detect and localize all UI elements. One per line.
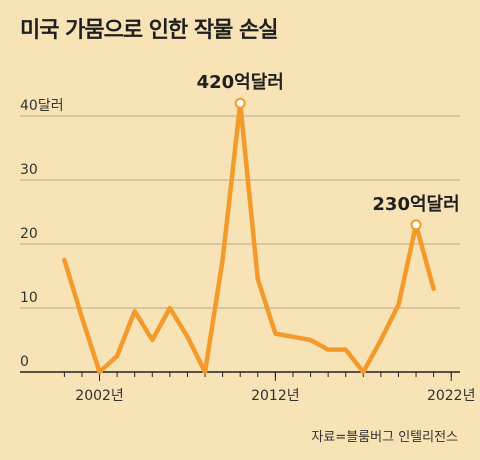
- x-tick-label: 2022년: [427, 388, 476, 404]
- y-tick-label: 30: [20, 162, 38, 178]
- source-note: 자료=블룸버그 인텔리전스: [311, 430, 458, 445]
- series-line: [62, 100, 436, 375]
- x-tick-label: 2002년: [75, 388, 124, 404]
- annotation-label: 230억달러: [372, 194, 459, 215]
- chart-title: 미국 가뭄으로 인한 작물 손실: [20, 18, 279, 43]
- annotation-marker: [234, 97, 246, 109]
- x-tick-label: 2012년: [251, 388, 300, 404]
- y-tick-label: 10: [20, 290, 38, 306]
- annotation-marker: [410, 219, 422, 231]
- y-tick-label: 20: [20, 226, 38, 242]
- y-tick-label: 0: [20, 354, 29, 370]
- annotation-label: 420억달러: [197, 72, 284, 93]
- y-tick-label: 40달러: [20, 98, 64, 114]
